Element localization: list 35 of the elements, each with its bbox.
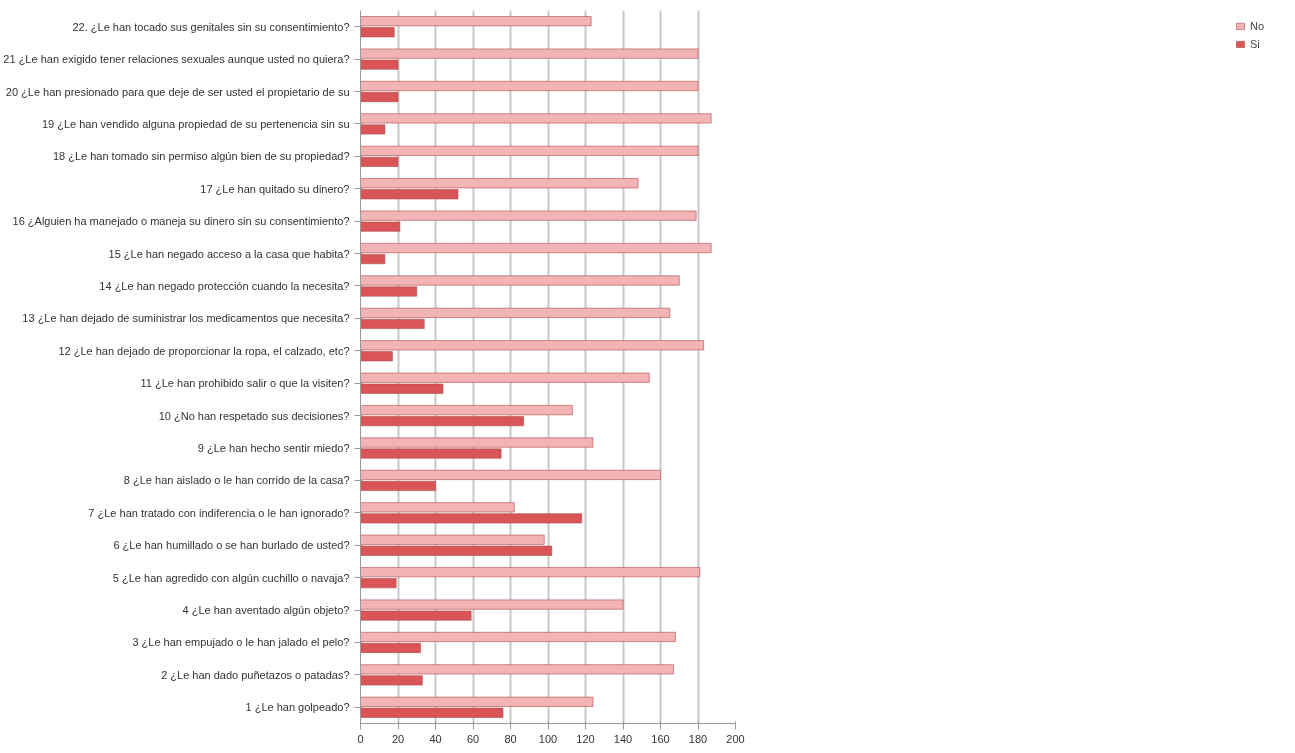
y-tick-label: 4 ¿Le han aventado algún objeto? — [182, 604, 350, 617]
y-tick-label: 10 ¿No han respetado sus decisiones? — [158, 409, 350, 422]
y-tick-label: 2 ¿Le han dado puñetazos o patadas? — [161, 668, 350, 681]
legend-label: Si — [1250, 38, 1261, 50]
y-tick-label: 21 ¿Le han exigido tener relaciones sexuales aunque usted no quiera? — [3, 53, 350, 66]
y-tick-label: 16 ¿Alguien ha manejado o maneja su dinero sin su consentimiento? — [12, 215, 350, 228]
legend-label: No — [1250, 20, 1266, 32]
x-tick-label: 20 — [391, 732, 405, 745]
y-tick-label: 15 ¿Le han negado acceso a la casa que habita? — [108, 247, 350, 260]
y-tick-label: 18 ¿Le han tomado sin permiso algún bien de su propiedad? — [52, 150, 350, 163]
y-tick-label: 22. ¿Le han tocado sus genitales sin su consentimiento? — [72, 20, 350, 33]
y-tick-label: 12 ¿Le han dejado de proporcionar la ropa, el calzado, etc? — [58, 344, 350, 357]
y-tick-label: 14 ¿Le han negado protección cuando la necesita? — [99, 279, 350, 292]
y-tick-label: 19 ¿Le han vendido alguna propiedad de su pertenencia sin su — [41, 117, 350, 130]
y-tick-label: 6 ¿Le han humillado o se han burlado de usted? — [113, 539, 350, 552]
y-tick-label: 17 ¿Le han quitado su dinero? — [200, 182, 350, 195]
x-tick-label: 160 — [651, 732, 670, 745]
x-tick-label: 140 — [613, 732, 633, 745]
y-tick-label: 1 ¿Le han golpeado? — [245, 701, 350, 714]
y-tick-label: 7 ¿Le han tratado con indiferencia o le han ignorado? — [88, 506, 350, 519]
x-tick-label: 60 — [466, 732, 480, 745]
x-tick-label: 100 — [538, 732, 558, 745]
y-tick-label: 9 ¿Le han hecho sentir miedo? — [197, 442, 350, 455]
x-tick-label: 120 — [576, 732, 595, 745]
x-tick-label: 180 — [688, 732, 708, 745]
x-tick-label: 80 — [504, 732, 517, 745]
x-tick-label: 40 — [429, 732, 442, 745]
y-tick-label: 20 ¿Le han presionado para que deje de ser usted el propietario de su — [5, 85, 350, 98]
y-tick-label: 13 ¿Le han dejado de suministrar los medicamentos que necesita? — [22, 312, 350, 325]
x-tick-label: 0 — [357, 732, 364, 745]
x-tick-label: 200 — [726, 732, 745, 745]
y-tick-label: 3 ¿Le han empujado o le han jalado el pelo? — [132, 636, 350, 649]
y-tick-label: 5 ¿Le han agredido con algún cuchillo o navaja? — [112, 571, 350, 584]
y-tick-label: 8 ¿Le han aislado o le han corrido de la casa? — [123, 474, 350, 487]
y-tick-label: 11 ¿Le han prohibido salir o que la visiten? — [140, 377, 350, 390]
